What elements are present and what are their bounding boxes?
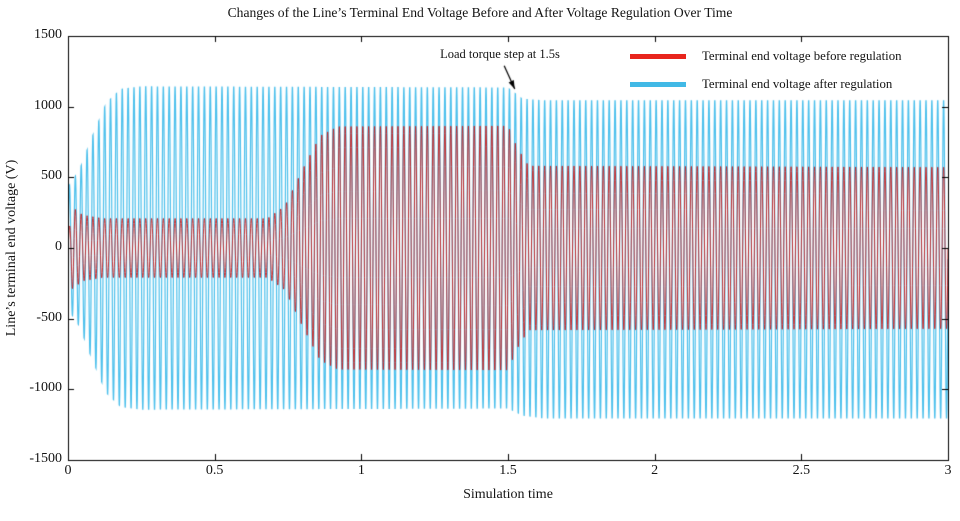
legend-label: Terminal end voltage before regulation [702,48,902,63]
y-tick-label: 1500 [34,27,62,42]
y-tick-label: 0 [55,239,62,254]
legend-label: Terminal end voltage after regulation [702,76,893,91]
x-tick-label: 2 [651,463,659,478]
x-tick-label: 0 [64,463,72,478]
x-tick-label: 2.5 [792,463,811,478]
y-tick-label: -1500 [29,451,62,466]
x-tick-label: 0.5 [205,463,224,478]
chart-title: Changes of the Line’s Terminal End Volta… [227,5,733,20]
legend-line-swatch [630,53,686,59]
legend-line-swatch [630,81,686,87]
x-tick-label: 3 [944,463,952,478]
annotation-load-torque-step: Load torque step at 1.5s [440,47,560,61]
y-tick-label: 500 [41,168,62,184]
legend-entry: Terminal end voltage after regulation [630,76,902,92]
legend: Terminal end voltage before regulation Te… [630,48,902,92]
x-tick-label: 1 [357,463,365,478]
legend-entry: Terminal end voltage before regulation [630,48,902,64]
y-tick-label: 1000 [34,97,62,113]
x-axis-label: Simulation time [463,487,553,502]
x-tick-label: 1.5 [499,463,517,478]
y-tick-label: -1000 [29,380,62,396]
y-tick-label: -500 [36,309,62,325]
